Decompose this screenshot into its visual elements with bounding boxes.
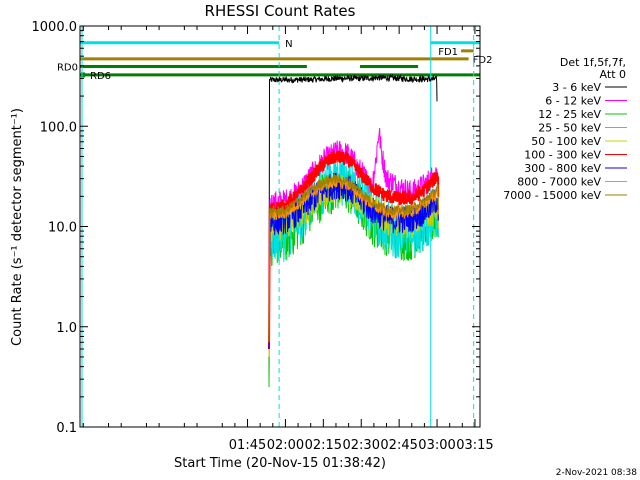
y-tick-label-4: 100.0 [40,120,77,135]
flag-bars: N FD1 FD2 RD0 RD6 [57,39,492,82]
series-line-6 [268,150,440,350]
x-tick-label-6: 03:00 [418,438,455,453]
series-line-9 [268,173,439,343]
x-tick-label-3: 02:15 [305,438,342,453]
x-tick-label-2: 02:00 [267,438,304,453]
chart-title: RHESSI Count Rates [205,2,356,20]
y-tick-label-1: 0.1 [56,421,77,436]
legend-entry-label-7: 300 - 800 keV [524,162,601,175]
x-tick-label-5: 02:45 [380,438,417,453]
legend-entry-label-1: 3 - 6 keV [552,81,601,94]
series-line-1 [268,73,438,380]
legend-header-line-1: Det 1f,5f,7f, [560,56,626,69]
y-tick-label-3: 10.0 [48,221,77,236]
legend-entry-label-3: 12 - 25 keV [538,108,601,121]
x-tick-label-4: 02:30 [343,438,380,453]
legend-entry-label-2: 6 - 12 keV [545,95,601,108]
legend-entry-label-5: 50 - 100 keV [531,135,601,148]
legend-entry-label-9: 7000 - 15000 keV [503,189,601,202]
y-axis: 0.1 1.0 10.0 100.0 1000.0 [32,20,480,436]
flag-label-fd1: FD1 [438,47,458,58]
y-axis-label: Count Rate (s⁻¹ detector segment⁻¹) [10,108,25,346]
x-tick-label-7: 03:15 [456,438,493,453]
flag-label-fd2: FD2 [473,55,493,66]
flag-label-n: N [285,39,292,50]
flag-marker-rd6 [81,72,85,78]
legend-entry-label-8: 800 - 7000 keV [517,176,601,189]
legend-entry-label-6: 100 - 300 keV [524,149,601,162]
flag-label-rd0: RD0 [57,62,78,73]
y-tick-label-5: 1000.0 [32,20,78,35]
x-tick-label-1: 01:45 [229,438,266,453]
footer-timestamp: 2-Nov-2021 08:38 [556,468,638,478]
legend-entry-label-4: 25 - 50 keV [538,122,601,135]
series-group [268,73,440,388]
legend-header-line-2: Att 0 [600,68,626,81]
y-tick-label-2: 1.0 [56,321,77,336]
flag-label-rd6: RD6 [90,71,111,82]
x-axis: 01:45 02:00 02:15 02:30 02:45 03:00 03:15 [82,26,494,453]
x-axis-label: Start Time (20-Nov-15 01:38:42) [174,456,386,471]
